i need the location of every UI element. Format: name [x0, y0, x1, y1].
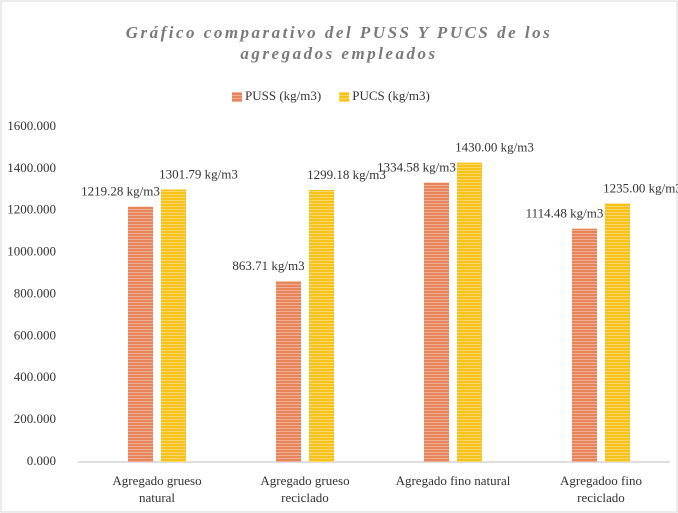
- legend-swatch: [339, 92, 350, 102]
- data-label: 1219.28 kg/m3: [81, 184, 160, 199]
- bar: [424, 182, 449, 462]
- data-label: 1114.48 kg/m3: [526, 206, 604, 221]
- bar: [605, 203, 630, 462]
- data-label: 1334.58 kg/m3: [377, 160, 456, 175]
- bar: [572, 228, 597, 462]
- legend-label: PUSS (kg/m3): [245, 88, 321, 103]
- data-label: 863.71 kg/m3: [232, 258, 304, 273]
- y-tick-label: 1400.000: [7, 160, 56, 175]
- x-tick-label: Agregadoo fino reciclado: [560, 473, 642, 505]
- data-label: 1301.79 kg/m3: [159, 166, 238, 181]
- y-tick-label: 400.000: [14, 369, 56, 384]
- y-tick-label: 600.000: [14, 327, 56, 342]
- bar: [309, 189, 334, 462]
- bar: [128, 206, 153, 462]
- x-tick-label: Agregado grueso reciclado: [260, 473, 350, 505]
- y-tick-label: 1200.000: [7, 202, 56, 217]
- y-tick-label: 1000.000: [7, 244, 56, 259]
- data-label: 1235.00 kg/m3: [603, 180, 678, 195]
- y-tick-label: 1600.000: [7, 118, 56, 133]
- x-tick-label: Agregado grueso natural: [112, 473, 202, 505]
- chart-title: Gráfico comparativo del PUSS Y PUCS de l…: [125, 23, 553, 63]
- x-tick-label: Agregado fino natural: [395, 473, 511, 488]
- bar: [276, 281, 301, 462]
- bar: [161, 189, 186, 462]
- y-tick-label: 200.000: [14, 411, 56, 426]
- data-label: 1299.18 kg/m3: [307, 167, 386, 182]
- y-tick-label: 800.000: [14, 285, 56, 300]
- data-label: 1430.00 kg/m3: [455, 140, 534, 155]
- legend-label: PUCS (kg/m3): [352, 88, 430, 103]
- y-tick-label: 0.000: [27, 453, 56, 468]
- legend-swatch: [232, 92, 242, 102]
- bar: [457, 162, 482, 462]
